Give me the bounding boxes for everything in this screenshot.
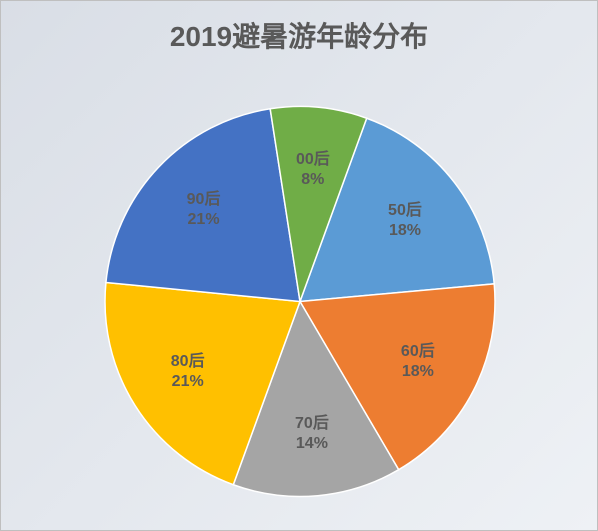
slice-label: 90后21% (187, 190, 221, 230)
slice-percent: 18% (388, 221, 422, 241)
slice-label: 00后8% (296, 150, 330, 190)
slice-label: 50后18% (388, 201, 422, 241)
slice-category: 90后 (187, 190, 221, 210)
slice-percent: 18% (401, 362, 435, 382)
slice-category: 50后 (388, 201, 422, 221)
slice-category: 80后 (171, 352, 205, 372)
slice-category: 70后 (295, 414, 329, 434)
slice-percent: 21% (187, 210, 221, 230)
slice-percent: 21% (171, 372, 205, 392)
slice-label: 70后14% (295, 414, 329, 454)
slice-percent: 8% (296, 170, 330, 190)
slice-category: 00后 (296, 150, 330, 170)
slice-category: 60后 (401, 342, 435, 362)
slice-label: 80后21% (171, 352, 205, 392)
chart-title: 2019避暑游年龄分布 (1, 15, 597, 55)
chart-container: 2019避暑游年龄分布 50后18%60后18%70后14%80后21%90后2… (0, 0, 598, 531)
slice-label: 60后18% (401, 342, 435, 382)
slice-percent: 14% (295, 434, 329, 454)
pie-chart: 50后18%60后18%70后14%80后21%90后21%00后8% (1, 81, 597, 510)
